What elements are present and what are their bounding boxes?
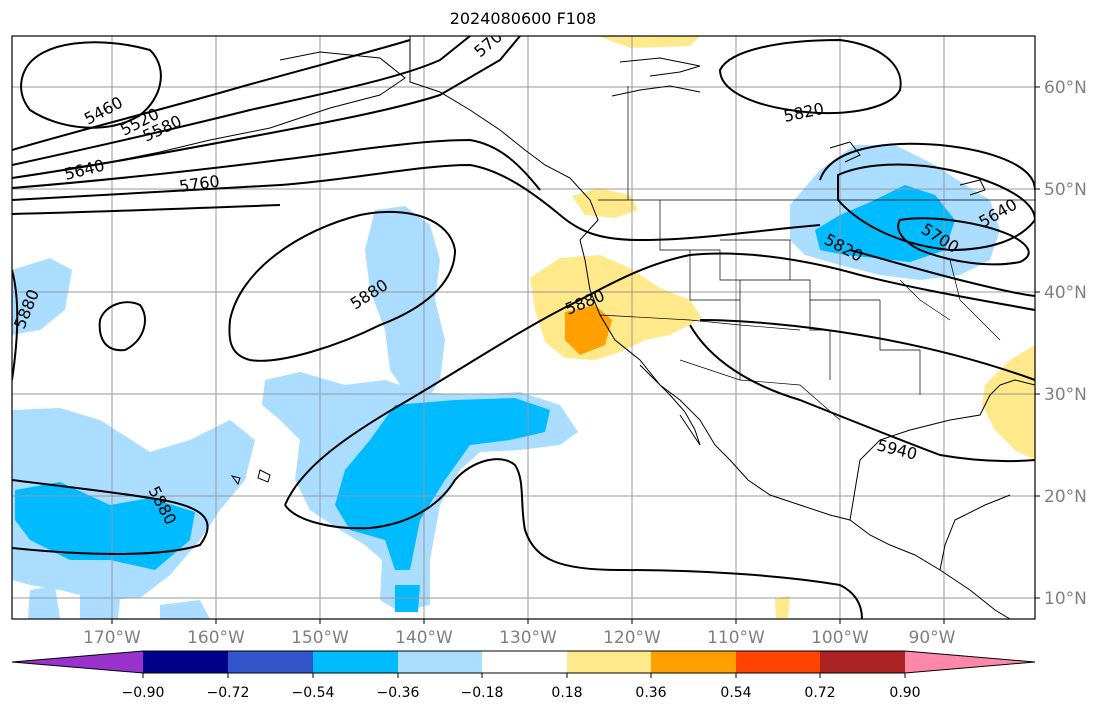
lon-label: 150°W	[291, 628, 349, 648]
colorbar-tick: 0.18	[551, 685, 582, 701]
lat-label: 10°N	[1044, 589, 1087, 609]
lon-label: 170°W	[83, 628, 141, 648]
colorbar-tick-labels: −0.90 −0.72 −0.54 −0.36 −0.18 0.18 0.36 …	[122, 685, 921, 701]
lat-label: 30°N	[1044, 385, 1087, 405]
colorbar-low-extension	[12, 651, 143, 673]
lon-label: 160°W	[187, 628, 245, 648]
axis-ticks	[111, 86, 1040, 624]
lon-label: 110°W	[707, 628, 765, 648]
longitude-labels: 170°W 160°W 150°W 140°W 130°W 120°W 110°…	[83, 628, 956, 648]
height-contours	[12, 36, 1035, 619]
colorbar-tick: 0.72	[804, 685, 835, 701]
lon-label: 130°W	[499, 628, 557, 648]
colorbar-segment	[567, 651, 651, 673]
map-frame	[11, 35, 1036, 620]
lat-label: 60°N	[1044, 78, 1087, 98]
colorbar: −0.90 −0.72 −0.54 −0.36 −0.18 0.18 0.36 …	[11, 650, 1036, 701]
lat-label: 40°N	[1044, 283, 1087, 303]
colorbar-segment	[313, 651, 398, 673]
colorbar-segment	[651, 651, 736, 673]
lat-label: 20°N	[1044, 487, 1087, 507]
colorbar-segment	[736, 651, 820, 673]
lat-label: 50°N	[1044, 180, 1087, 200]
map-title: 2024080600 F108	[449, 9, 597, 28]
colorbar-tick: 0.90	[889, 685, 920, 701]
colorbar-tick: −0.36	[377, 685, 420, 701]
lon-label: 100°W	[811, 628, 869, 648]
political-borders	[409, 36, 1035, 421]
colorbar-tick: −0.90	[122, 685, 165, 701]
colorbar-tick: −0.54	[292, 685, 335, 701]
colorbar-segment	[820, 651, 905, 673]
latitude-labels: 60°N 50°N 40°N 30°N 20°N 10°N	[1044, 78, 1087, 609]
colorbar-tick: −0.18	[461, 685, 504, 701]
colorbar-tick: 0.36	[635, 685, 666, 701]
colorbar-segment	[143, 651, 228, 673]
colorbar-segment	[398, 651, 482, 673]
positive-anomaly-shading	[530, 36, 1035, 618]
colorbar-high-extension	[905, 651, 1035, 673]
lon-label: 90°W	[909, 628, 956, 648]
lon-label: 140°W	[395, 628, 453, 648]
colorbar-tick: 0.54	[720, 685, 751, 701]
colorbar-segment	[482, 651, 567, 673]
graticule	[12, 36, 1035, 619]
lon-label: 120°W	[603, 628, 661, 648]
colorbar-segment	[228, 651, 313, 673]
colorbar-tick: −0.72	[207, 685, 250, 701]
negative-anomaly-shading	[12, 145, 1000, 619]
